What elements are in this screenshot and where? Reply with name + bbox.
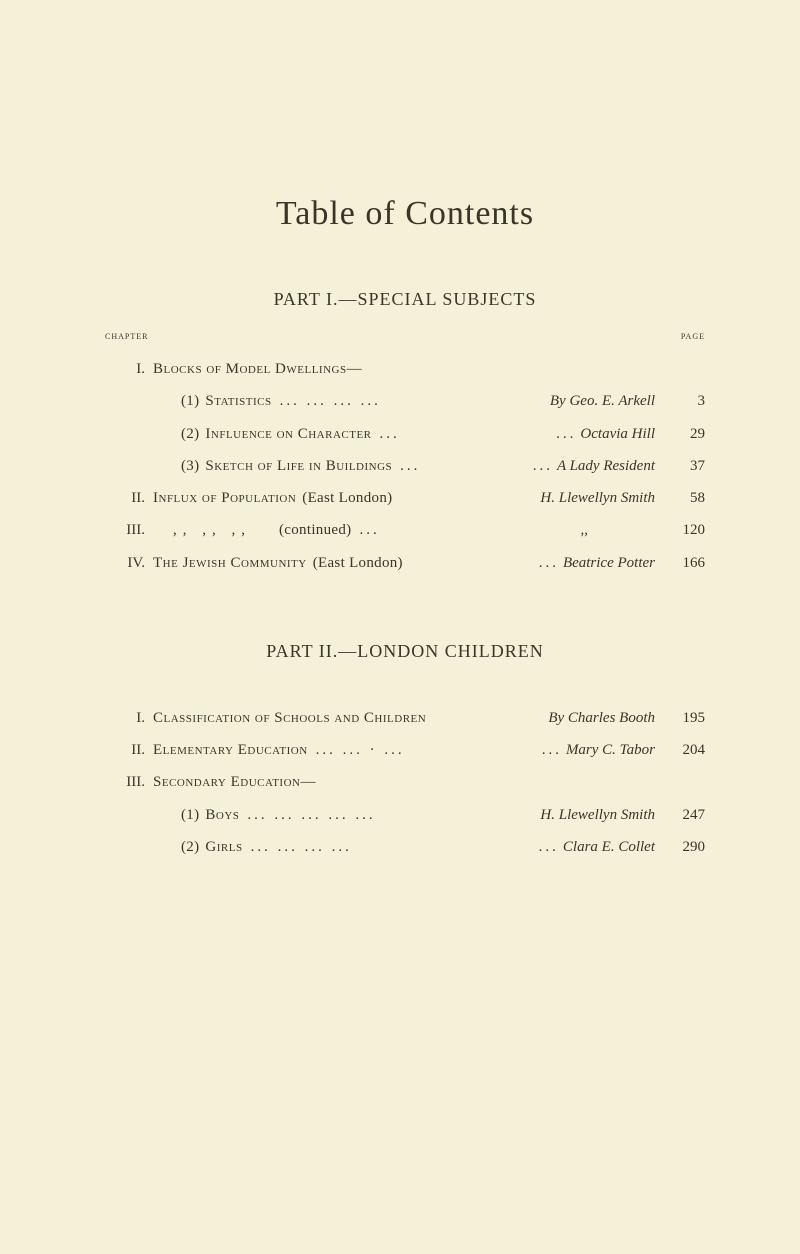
chapter-number: II. <box>105 734 145 766</box>
part1-heading: PART I.—SPECIAL SUBJECTS <box>105 289 705 310</box>
author: By Geo. E. Arkell <box>550 385 655 417</box>
chapter-number: III. <box>105 514 145 546</box>
dots: ... <box>542 734 562 766</box>
chapter-number: I. <box>105 702 145 734</box>
author: By Charles Booth <box>548 702 655 734</box>
page-title: Table of Contents <box>105 195 705 233</box>
author: Clara E. Collet <box>563 831 655 863</box>
entry-text: Influx of Population <box>153 482 296 514</box>
toc-entry: (1) Statistics ... ... ... ... By Geo. E… <box>105 385 705 417</box>
author: H. Llewellyn Smith <box>540 799 655 831</box>
page-number: 195 <box>673 702 705 734</box>
page-number: 29 <box>673 418 705 450</box>
dots: ... <box>556 418 576 450</box>
entry-text: Influence on Character <box>205 418 371 450</box>
dots: ... ... ... ... <box>251 831 352 863</box>
toc-entry: I. Blocks of Model Dwellings— <box>105 353 705 385</box>
chapter-number: III. <box>105 766 145 798</box>
dots: ... <box>539 831 559 863</box>
dots: ... <box>533 450 553 482</box>
dots: ... <box>380 418 400 450</box>
toc-entry: (3) Sketch of Life in Buildings ... ... … <box>105 450 705 482</box>
page-number: 166 <box>673 547 705 579</box>
dots: ... ... ... ... <box>280 385 381 417</box>
sub-number: (1) <box>181 385 199 417</box>
chapter-number: II. <box>105 482 145 514</box>
page-number: 204 <box>673 734 705 766</box>
part2-heading: PART II.—LONDON CHILDREN <box>105 641 705 662</box>
author: ,, <box>581 514 589 546</box>
header-chapter: chapter <box>105 328 148 343</box>
page-number: 290 <box>673 831 705 863</box>
toc-entry: II. Elementary Education ... ... · ... .… <box>105 734 705 766</box>
sub-number: (1) <box>181 799 199 831</box>
entry-text: Secondary Education— <box>153 766 316 798</box>
sub-number: (2) <box>181 418 199 450</box>
entry-text: Girls <box>205 831 242 863</box>
toc-entry: II. Influx of Population (East London) H… <box>105 482 705 514</box>
entry-text: Sketch of Life in Buildings <box>205 450 392 482</box>
chapter-number: I. <box>105 353 145 385</box>
ditto-marks: ,, ,, ,, <box>173 514 251 546</box>
entry-text: The Jewish Community <box>153 547 307 579</box>
author: Octavia Hill <box>580 418 655 450</box>
page-number: 120 <box>673 514 705 546</box>
entry-text: Blocks of Model Dwellings— <box>153 353 362 385</box>
entry-plain: (East London) <box>302 482 392 514</box>
entry-text: Elementary Education <box>153 734 308 766</box>
page-number: 37 <box>673 450 705 482</box>
author: H. Llewellyn Smith <box>540 482 655 514</box>
entry-text: Statistics <box>205 385 271 417</box>
entry-plain: (East London) <box>313 547 403 579</box>
toc-entry: (1) Boys ... ... ... ... ... H. Llewelly… <box>105 799 705 831</box>
dots: ... <box>539 547 559 579</box>
author: Beatrice Potter <box>563 547 655 579</box>
dots: ... ... ... ... ... <box>247 799 375 831</box>
toc-entry: I. Classification of Schools and Childre… <box>105 702 705 734</box>
author: A Lady Resident <box>557 450 655 482</box>
toc-entry: (2) Girls ... ... ... ... ... Clara E. C… <box>105 831 705 863</box>
author: Mary C. Tabor <box>566 734 655 766</box>
toc-entry: III. Secondary Education— <box>105 766 705 798</box>
toc-entry: III. ,, ,, ,, (continued) ... ,, 120 <box>105 514 705 546</box>
sub-number: (3) <box>181 450 199 482</box>
entry-plain: (continued) <box>279 514 351 546</box>
dots: ... <box>359 514 379 546</box>
chapter-number: IV. <box>105 547 145 579</box>
part2-toc: I. Classification of Schools and Childre… <box>105 702 705 863</box>
dots: ... ... · ... <box>316 734 405 766</box>
dots: ... <box>400 450 420 482</box>
sub-number: (2) <box>181 831 199 863</box>
part1-toc: I. Blocks of Model Dwellings— (1) Statis… <box>105 353 705 579</box>
header-row: chapter page <box>105 328 705 343</box>
toc-entry: (2) Influence on Character ... ... Octav… <box>105 418 705 450</box>
page-number: 58 <box>673 482 705 514</box>
toc-entry: IV. The Jewish Community (East London) .… <box>105 547 705 579</box>
page-number: 3 <box>673 385 705 417</box>
entry-text: Classification of Schools and Children <box>153 702 426 734</box>
page-number: 247 <box>673 799 705 831</box>
header-page: page <box>681 328 705 343</box>
entry-text: Boys <box>205 799 239 831</box>
